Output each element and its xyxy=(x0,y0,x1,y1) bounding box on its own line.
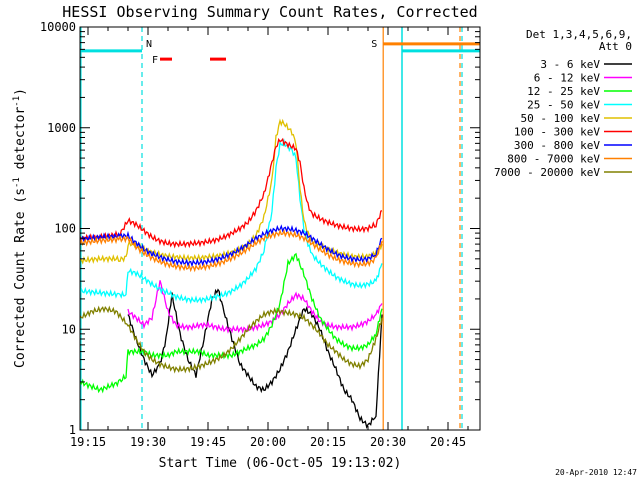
legend-label: 50 - 100 keV xyxy=(521,112,601,125)
y-axis-label: Corrected Count Rate (s-1 detector-1) xyxy=(12,88,28,368)
y-axis: 1 10 100 1000 10000 xyxy=(40,20,480,437)
footer-date: 20-Apr-2010 12:47 xyxy=(555,468,637,477)
series-line-3 xyxy=(80,138,383,305)
legend-label: 7000 - 20000 keV xyxy=(494,166,600,179)
y-tick-label: 1 xyxy=(69,423,76,437)
x-tick-label: 19:45 xyxy=(190,435,226,449)
x-tick-label: 20:00 xyxy=(250,435,286,449)
y-axis-label-sup2: -1 xyxy=(12,96,22,107)
legend-label: 6 - 12 keV xyxy=(534,72,601,85)
x-tick-label: 19:30 xyxy=(130,435,166,449)
chart-title: HESSI Observing Summary Count Rates, Cor… xyxy=(62,3,477,21)
x-tick-label: 20:45 xyxy=(430,435,466,449)
y-tick-label: 100 xyxy=(54,222,76,236)
night-flag-label: N xyxy=(146,39,152,50)
y-axis-label-sup1: -1 xyxy=(12,177,22,188)
saa-flag-label: S xyxy=(371,39,377,50)
series-line-1 xyxy=(127,280,383,334)
y-tick-label: 10 xyxy=(62,322,76,336)
x-axis: 19:15 19:30 19:45 20:00 20:15 20:30 20:45 xyxy=(70,27,469,449)
x-tick-label: 19:15 xyxy=(70,435,106,449)
series-line-8 xyxy=(80,305,383,374)
y-axis-label-mid: detector xyxy=(13,107,28,178)
y-axis-label-main: Corrected Count Rate (s xyxy=(13,188,28,368)
y-tick-label: 1000 xyxy=(47,121,76,135)
series-line-5 xyxy=(80,137,383,249)
x-tick-label: 20:30 xyxy=(370,435,406,449)
flare-flag-label: F xyxy=(152,55,158,66)
legend-header-line1: Det 1,3,4,5,6,9, xyxy=(526,28,632,41)
series-layer xyxy=(80,118,383,429)
legend-label: 300 - 800 keV xyxy=(514,139,600,152)
legend-label: 100 - 300 keV xyxy=(514,126,600,139)
y-tick-label: 10000 xyxy=(40,20,76,34)
series-line-0 xyxy=(127,288,383,429)
series-line-7 xyxy=(80,228,383,273)
legend-label: 12 - 25 keV xyxy=(527,85,600,98)
legend-label: 25 - 50 keV xyxy=(527,99,600,112)
observing-flags xyxy=(80,27,480,430)
x-axis-label: Start Time (06-Oct-05 19:13:02) xyxy=(159,456,402,471)
legend-header-line2: Att 0 xyxy=(599,40,632,53)
legend-label: 800 - 7000 keV xyxy=(507,153,600,166)
series-line-2 xyxy=(80,252,383,394)
legend-label: 3 - 6 keV xyxy=(540,58,600,71)
y-axis-label-end: ) xyxy=(13,88,28,96)
x-tick-label: 20:15 xyxy=(310,435,346,449)
